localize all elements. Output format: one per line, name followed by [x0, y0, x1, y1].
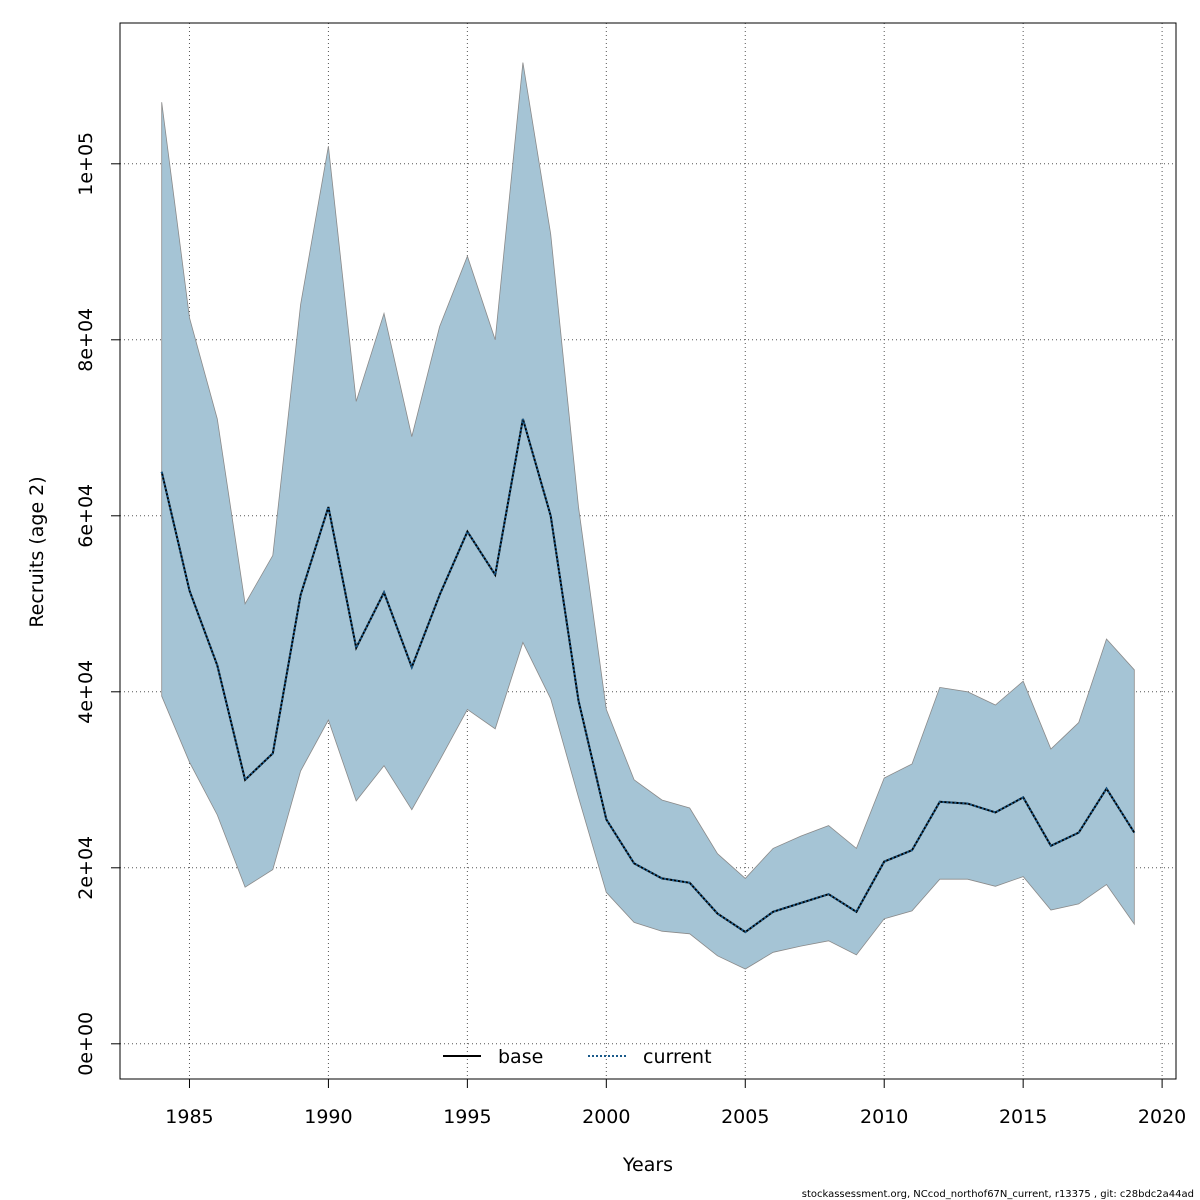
x-axis-title: Years — [622, 1154, 673, 1176]
y-axis-title: Recruits (age 2) — [26, 476, 48, 627]
legend-label-current: current — [643, 1046, 712, 1068]
x-tick-label-2020: 2020 — [1138, 1106, 1186, 1128]
y-tick-label-0e+00: 0e+00 — [75, 1012, 97, 1076]
legend-label-base: base — [498, 1046, 543, 1068]
confidence-band — [161, 62, 1135, 970]
x-tick-label-1990: 1990 — [304, 1106, 352, 1128]
y-tick-label-4e+04: 4e+04 — [75, 660, 97, 724]
y-tick-label-8e+04: 8e+04 — [75, 308, 97, 372]
y-tick-label-2e+04: 2e+04 — [75, 836, 97, 900]
legend: base current — [443, 1046, 712, 1068]
x-tick-label-1985: 1985 — [165, 1106, 213, 1128]
x-axis: 1985 1990 1995 2000 2005 2010 2015 2020 — [165, 1078, 1186, 1128]
y-axis: 0e+00 2e+04 4e+04 6e+04 8e+04 1e+05 — [75, 132, 121, 1076]
series-line-current — [160, 418, 1136, 934]
x-tick-label-1995: 1995 — [443, 1106, 491, 1128]
y-tick-label-6e+04: 6e+04 — [75, 484, 97, 548]
x-tick-label-2010: 2010 — [860, 1106, 908, 1128]
footer-note: stockassessment.org, NCcod_northof67N_cu… — [802, 1189, 1194, 1200]
x-tick-label-2000: 2000 — [582, 1106, 630, 1128]
y-tick-label-1e+05: 1e+05 — [75, 132, 97, 196]
x-tick-label-2015: 2015 — [999, 1106, 1047, 1128]
x-tick-label-2005: 2005 — [721, 1106, 769, 1128]
